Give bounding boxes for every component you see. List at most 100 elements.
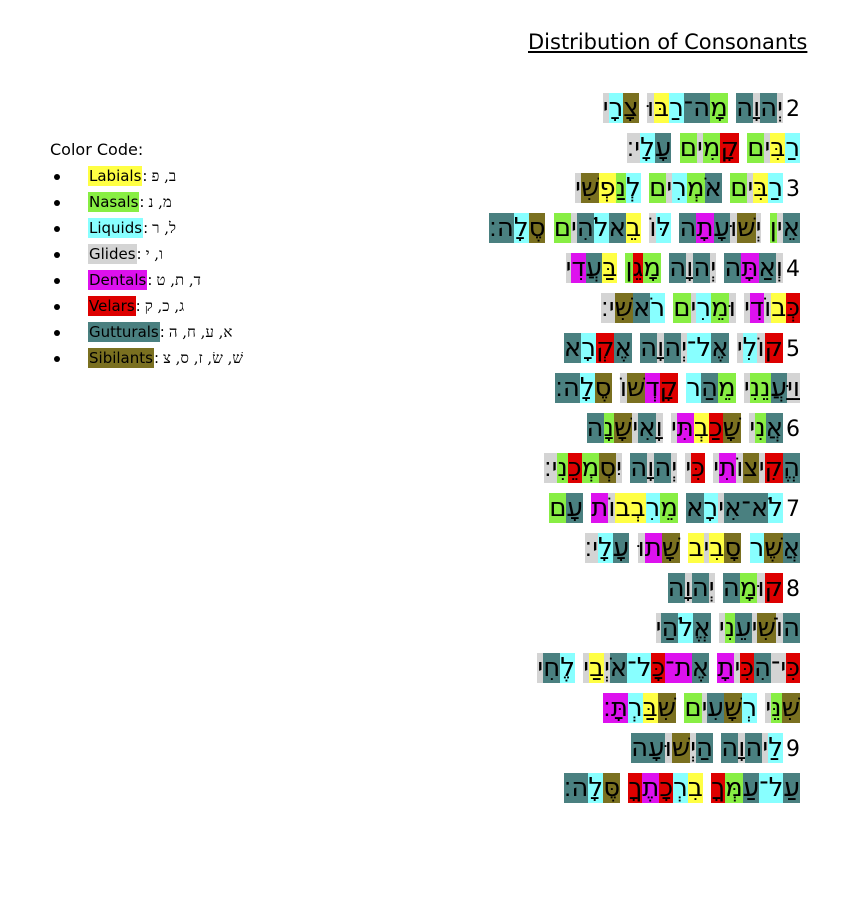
- psalm-line: וַיַּעֲנֵנִי מֵהַר קָדְשׁוֹ סֶלָה׃: [420, 368, 800, 408]
- legend-item-name: Sibilants: [88, 348, 154, 368]
- page-title: Distribution of Consonants: [528, 30, 808, 54]
- consonant-highlight: ם: [730, 173, 748, 203]
- psalm-line-text: אֵין יְשׁוּעָתָה לּוֹ בֵאלֹהִים סֶלָה׃: [489, 213, 800, 243]
- consonant-highlight: י: [537, 653, 544, 683]
- psalm-line-text: עַל־עַמְּךָ בִרְכָתֶךָ סֶּלָה׃: [563, 773, 800, 803]
- consonant-highlight: בְ: [693, 413, 709, 443]
- consonant-highlight: נִ: [724, 613, 736, 643]
- consonant-highlight: י: [685, 453, 692, 483]
- consonant-highlight: ה: [736, 93, 754, 123]
- psalm-line-text: רַבִּים אֹמְרִים לְנַפְשִׁי: [575, 173, 783, 203]
- consonant-highlight: שָׁ: [723, 693, 743, 723]
- legend-item-name: Liquids: [88, 218, 144, 238]
- consonant-highlight: תָּ׃: [603, 693, 628, 723]
- consonant-highlight: לֹ: [593, 213, 609, 243]
- consonant-highlight: שֶׁ: [764, 533, 783, 563]
- legend-colon: :: [139, 193, 145, 211]
- consonant-highlight: עָ: [612, 533, 630, 563]
- consonant-highlight: ן: [769, 213, 777, 243]
- consonant-highlight: רָ: [581, 333, 596, 363]
- consonant-highlight: רַ: [785, 133, 800, 163]
- consonant-highlight: י: [734, 653, 741, 683]
- psalm-line: כְּבוֹדִי וּמֵרִים רֹאשִׁי׃: [420, 288, 800, 328]
- verse-number: 2: [786, 97, 800, 122]
- consonant-highlight: לּ: [656, 213, 672, 243]
- consonant-highlight: ל־: [627, 653, 652, 683]
- consonant-highlight: הַ: [661, 613, 679, 643]
- consonant-highlight: בֵ: [626, 213, 642, 243]
- consonant-highlight: עֲ: [770, 373, 788, 403]
- consonant-highlight: א: [686, 493, 704, 523]
- consonant-highlight: סְ: [599, 453, 617, 483]
- consonant-highlight: ה: [631, 733, 649, 763]
- consonant-highlight: י: [666, 173, 673, 203]
- consonant-highlight: רְ: [742, 693, 758, 723]
- psalm-line-text: הוֹשִׁיעֵנִי אֱלֹהַי: [655, 613, 800, 643]
- consonant-highlight: י: [583, 653, 590, 683]
- consonant-highlight: י: [765, 693, 772, 723]
- consonant-highlight: לַ: [768, 733, 783, 763]
- consonant-highlight: עֵ: [735, 613, 752, 643]
- consonant-highlight: שִׁ: [657, 693, 677, 723]
- consonant-highlight: תָּ: [741, 253, 759, 283]
- psalm-line: הוֹשִׁיעֵנִי אֱלֹהַי: [420, 608, 800, 648]
- consonant-highlight: הֱ: [783, 453, 800, 483]
- consonant-highlight: א־: [741, 493, 769, 523]
- consonant-highlight: אִ: [638, 413, 656, 443]
- consonant-highlight: ה: [679, 213, 697, 243]
- consonant-highlight: גֵ: [632, 253, 644, 283]
- psalm-line-text: רַבִּים קָמִים עָלָי׃: [626, 133, 800, 163]
- consonant-highlight: שָׁ: [722, 413, 742, 443]
- psalm-line-text: לַיהוָה הַיְשׁוּעָה: [631, 733, 783, 763]
- consonant-highlight: וָ: [657, 333, 665, 363]
- psalm-line-text: קוּמָה יְהוָה: [667, 573, 783, 603]
- consonant-highlight: קִ: [764, 453, 783, 483]
- consonant-highlight: י: [743, 373, 750, 403]
- verse-number: 3: [786, 177, 800, 202]
- psalm-line: שִׁנֵּי רְשָׁעִים שִׁבַּרְתָּ׃: [420, 688, 800, 728]
- legend-item-sibilants: Sibilants: שׁ, שׂ, ז, ס, צ: [50, 345, 370, 371]
- psalm-line-text: שִׁנֵּי רְשָׁעִים שִׁבַּרְתָּ׃: [603, 693, 800, 723]
- legend-heading: Color Code:: [50, 140, 144, 159]
- consonant-highlight: רֹ: [650, 293, 666, 323]
- consonant-highlight: תִּ: [676, 413, 694, 443]
- psalm-line: 7לֹא־אִירָא מֵרִבְבוֹת עָם: [420, 488, 800, 528]
- psalm-line-text: קוֹלִי אֶל־יְהוָה אֶקְרָא: [563, 333, 783, 363]
- consonant-highlight: יְ: [681, 333, 688, 363]
- consonant-highlight: ה: [669, 253, 687, 283]
- consonant-highlight: י׃: [584, 533, 599, 563]
- psalm-line: 4וְאַתָּה יְהוָה מָגֵן בַּעֲדִי: [420, 248, 800, 288]
- consonant-highlight: וּ: [730, 213, 738, 243]
- consonant-highlight: וֹ: [608, 493, 616, 523]
- legend-colon: :: [159, 323, 165, 341]
- consonant-highlight: אֹ: [609, 653, 628, 683]
- consonant-highlight: שִׁ: [781, 693, 800, 723]
- consonant-highlight: נֵּ: [771, 693, 782, 723]
- psalm-line-text: וְאַתָּה יְהוָה מָגֵן בַּעֲדִי: [565, 253, 783, 283]
- consonant-highlight: ה: [722, 573, 740, 603]
- consonant-highlight: חִ: [543, 653, 561, 683]
- consonant-highlight: בִ: [687, 773, 703, 803]
- consonant-highlight: תִ: [719, 453, 737, 483]
- consonant-highlight: לָ: [640, 133, 655, 163]
- legend-item-letters: ד, ת, ט: [156, 270, 201, 289]
- consonant-highlight: וָ: [753, 93, 761, 123]
- consonant-highlight: לָ: [588, 773, 604, 803]
- consonant-highlight: וְ: [775, 253, 783, 283]
- psalm-line-text: וַיַּעֲנֵנִי מֵהַר קָדְשׁוֹ סֶלָה׃: [555, 373, 800, 403]
- legend-item-letters: ל, ר: [152, 218, 177, 237]
- psalm-line-text: יְהוָה מָה־רַבּוּ צָרָי: [602, 93, 783, 123]
- legend-item-dentals: Dentals: ד, ת, ט: [50, 267, 370, 293]
- consonant-highlight: בִּ: [753, 173, 769, 203]
- consonant-highlight: עָ: [648, 733, 665, 763]
- legend-item-letters: ו, י: [145, 244, 163, 263]
- consonant-highlight: י: [701, 693, 708, 723]
- consonant-highlight: י: [776, 213, 783, 243]
- legend-item-name: Dentals: [88, 270, 148, 290]
- consonant-highlight: י: [670, 413, 677, 443]
- psalm-line-text: אֲנִי שָׁכַבְתִּי וָאִישָׁנָה: [586, 413, 783, 443]
- consonant-highlight: נֵ: [760, 373, 771, 403]
- psalm-line-text: לֹא־אִירָא מֵרִבְבוֹת עָם: [549, 493, 783, 523]
- consonant-highlight: תֶ: [642, 773, 660, 803]
- consonant-highlight: יְ: [777, 93, 783, 123]
